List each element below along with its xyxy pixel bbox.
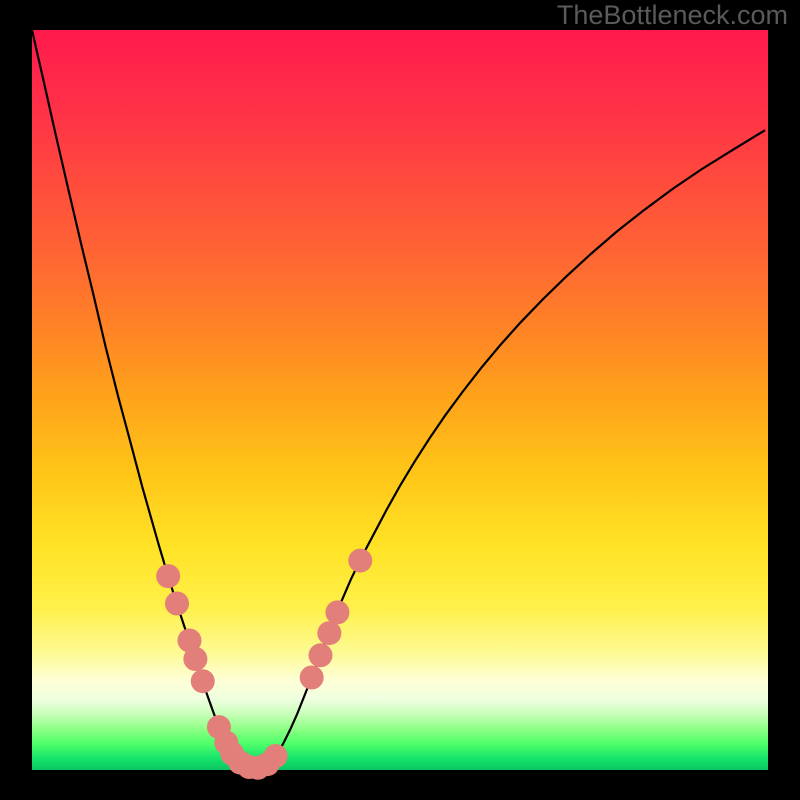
data-marker [325, 600, 349, 624]
data-marker [165, 592, 189, 616]
data-marker [300, 666, 324, 690]
data-marker [317, 621, 341, 645]
data-marker [348, 549, 372, 573]
data-marker [191, 669, 215, 693]
watermark-text: TheBottleneck.com [557, 0, 788, 31]
chart-svg [0, 0, 800, 800]
data-marker [183, 647, 207, 671]
data-marker [309, 643, 333, 667]
data-marker [264, 744, 288, 768]
chart-canvas: TheBottleneck.com [0, 0, 800, 800]
data-marker [156, 564, 180, 588]
plot-area [32, 30, 768, 770]
